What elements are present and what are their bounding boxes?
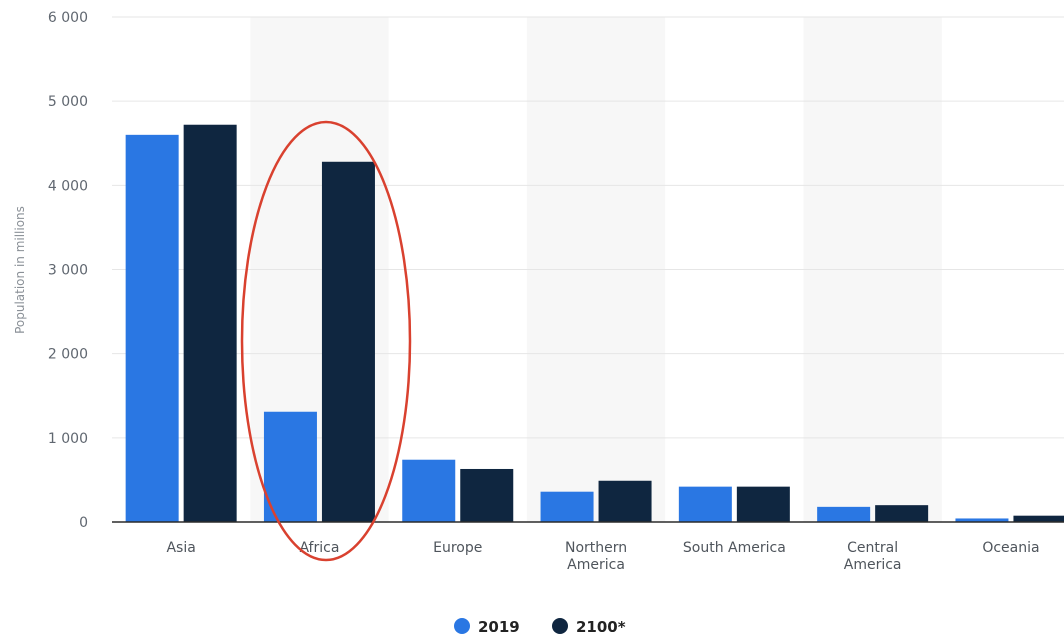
bar-2019-2 [402, 459, 456, 522]
bar-2019-6 [955, 518, 1009, 522]
highlight-ellipse [240, 120, 412, 562]
y-tick-label: 1 000 [48, 431, 88, 447]
bars [125, 124, 1064, 523]
legend-label: 2019 [478, 618, 520, 636]
y-tick-label: 4 000 [48, 178, 88, 194]
bar-2100-0 [183, 124, 237, 522]
gridlines [112, 16, 1064, 439]
y-axis-ticks: 0 1 000 2 000 3 000 4 000 5 000 6 000 [48, 10, 88, 531]
legend-marker [552, 618, 568, 634]
bar-2019-5 [817, 506, 871, 522]
legend: 2019 2100* [454, 618, 626, 636]
bar-2100-5 [875, 505, 929, 522]
bar-2019-3 [540, 491, 594, 522]
bar-2100-1 [321, 161, 375, 522]
x-category-label: Africa [299, 540, 339, 556]
x-category-label: Northern [565, 540, 627, 556]
legend-marker [454, 618, 470, 634]
bar-2019-1 [263, 411, 317, 522]
x-category-label: Oceania [982, 540, 1039, 556]
bar-2100-4 [736, 486, 790, 522]
x-category-label: America [844, 557, 902, 573]
y-tick-label: 6 000 [48, 10, 88, 26]
y-tick-label: 3 000 [48, 263, 88, 279]
x-category-label: Central [847, 540, 898, 556]
bar-2100-3 [598, 480, 652, 522]
y-tick-label: 5 000 [48, 94, 88, 110]
x-category-label: South America [683, 540, 786, 556]
bar-2019-4 [678, 486, 732, 522]
bar-2100-2 [460, 468, 514, 522]
x-category-label: America [567, 557, 625, 573]
bar-2019-0 [125, 134, 179, 523]
bar-2100-6 [1013, 515, 1064, 522]
x-category-label: Asia [166, 540, 195, 556]
y-tick-label: 2 000 [48, 347, 88, 363]
y-tick-label: 0 [79, 515, 88, 531]
y-axis-title: Population in millions [13, 206, 27, 334]
x-category-label: Europe [433, 540, 482, 556]
legend-label: 2100* [576, 618, 626, 636]
